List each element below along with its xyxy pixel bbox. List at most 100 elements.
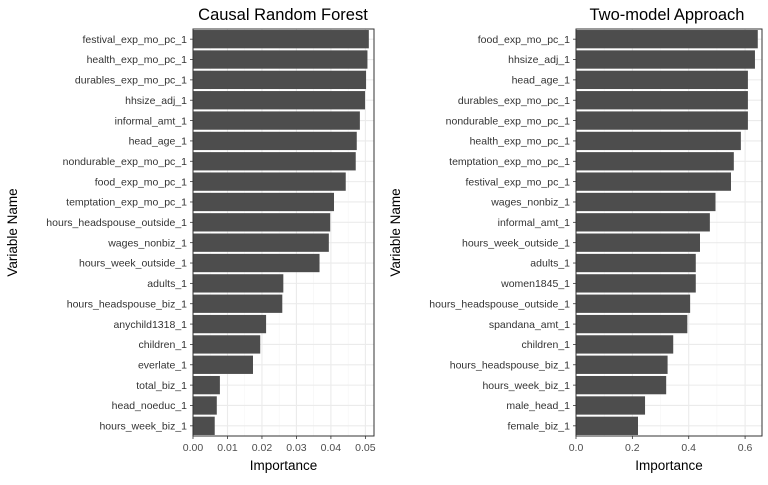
y-axis-label: Variable Name — [388, 188, 403, 276]
bar-head_noeduc_1 — [193, 396, 217, 415]
y-axis-label: Variable Name — [5, 188, 20, 276]
bar-health_exp_mo_pc_1 — [576, 131, 741, 151]
category-label: female_biz_1 — [508, 421, 571, 433]
category-label: durables_exp_mo_pc_1 — [75, 75, 187, 87]
bar-hours_week_outside_1 — [193, 253, 320, 273]
bar-temptation_exp_mo_pc_1 — [193, 192, 335, 212]
category-label: male_head_1 — [506, 400, 570, 412]
bar-head_age_1 — [576, 70, 748, 90]
bar-hours_headspouse_outside_1 — [576, 294, 691, 313]
bar-wages_nonbiz_1 — [193, 233, 329, 252]
x-tick-label: 0.0 — [569, 442, 584, 454]
bar-head_age_1 — [193, 131, 357, 151]
bar-total_biz_1 — [193, 375, 220, 395]
bar-male_head_1 — [576, 396, 646, 415]
chart-title: Causal Random Forest — [198, 6, 368, 24]
bar-hhsize_adj_1 — [576, 50, 755, 69]
x-tick-label: 0.4 — [681, 442, 696, 454]
bar-wages_nonbiz_1 — [576, 192, 716, 212]
chart-panel-1: festival_exp_mo_pc_1 health_exp_mo_pc_1du… — [5, 6, 376, 473]
bar-everlate_1 — [193, 355, 253, 374]
bar-nondurable_exp_mo_pc_1 — [576, 111, 748, 130]
bar-children_1 — [576, 335, 674, 354]
category-label: head_noeduc_1 — [112, 400, 187, 412]
category-label: children_1 — [522, 339, 571, 351]
category-label: hhsize_adj_1 — [508, 54, 570, 66]
category-label: women1845_1 — [500, 278, 570, 290]
x-tick-label: 0.2 — [625, 442, 640, 454]
x-tick-label: 0.03 — [286, 442, 307, 454]
chart-title: Two-model Approach — [589, 6, 744, 24]
category-label: hours_headspouse_biz_1 — [67, 298, 187, 310]
bar-informal_amt_1 — [576, 213, 710, 232]
plot-area — [193, 29, 374, 436]
category-label: informal_amt_1 — [498, 217, 571, 229]
bar-hours_headspouse_biz_1 — [576, 355, 668, 374]
bar-hours_week_biz_1 — [576, 375, 667, 395]
category-label: temptation_exp_mo_pc_1 — [449, 156, 570, 168]
category-label: head_age_1 — [512, 75, 571, 87]
bar-children_1 — [193, 335, 261, 354]
category-label: total_biz_1 — [136, 380, 187, 392]
category-label: hours_headspouse_outside_1 — [46, 217, 187, 229]
category-label: spandana_amt_1 — [489, 319, 570, 331]
category-label: head_age_1 — [129, 136, 188, 148]
category-label: adults_1 — [147, 278, 187, 290]
bar-food_exp_mo_pc_1 — [193, 172, 346, 191]
category-label: hours_week_biz_1 — [99, 421, 187, 433]
bar-spandana_amt_1 — [576, 314, 688, 334]
x-axis-label: Importance — [635, 458, 703, 473]
bar-food_exp_mo_pc_1 — [576, 30, 758, 49]
category-label: wages_nonbiz_1 — [107, 237, 187, 249]
category-label: hours_headspouse_outside_1 — [429, 298, 570, 310]
panel-border — [575, 28, 763, 437]
bar-adults_1 — [576, 253, 696, 273]
category-label: everlate_1 — [138, 359, 187, 371]
x-tick-label: 0.00 — [183, 442, 204, 454]
bar-health_exp_mo_pc_1 — [193, 50, 368, 69]
bar-female_biz_1 — [576, 416, 638, 435]
bar-adults_1 — [193, 274, 284, 293]
category-label: informal_amt_1 — [115, 115, 188, 127]
bar-women1845_1 — [576, 274, 696, 293]
category-label: anychild1318_1 — [113, 319, 187, 331]
category-label: festival_exp_mo_pc_1 — [83, 34, 188, 46]
bar-informal_amt_1 — [193, 111, 360, 130]
category-label: festival_exp_mo_pc_1 — [466, 176, 571, 188]
bar-durables_exp_mo_pc_1 — [193, 70, 367, 90]
x-tick-label: 0.01 — [217, 442, 238, 454]
category-label: nondurable_exp_mo_pc_1 — [446, 115, 571, 127]
category-label: durables_exp_mo_pc_1 — [458, 95, 570, 107]
category-label: nondurable_exp_mo_pc_1 — [63, 156, 188, 168]
category-label: adults_1 — [530, 258, 570, 270]
category-label: hhsize_adj_1 — [125, 95, 187, 107]
chart-panel-2: food_exp_mo_pc_1 hhsize_adj_1 head_age_1du… — [388, 6, 763, 473]
bar-festival_exp_mo_pc_1 — [576, 172, 731, 191]
bar-hours_week_biz_1 — [193, 416, 215, 435]
category-label: temptation_exp_mo_pc_1 — [66, 197, 187, 209]
bar-durables_exp_mo_pc_1 — [576, 91, 748, 110]
x-tick-label: 0.6 — [738, 442, 753, 454]
bar-nondurable_exp_mo_pc_1 — [193, 152, 356, 171]
bar-anychild1318_1 — [193, 314, 267, 334]
category-label: health_exp_mo_pc_1 — [470, 136, 571, 148]
category-label: hours_week_biz_1 — [482, 380, 570, 392]
bar-hours_headspouse_biz_1 — [193, 294, 283, 313]
category-label: hours_week_outside_1 — [462, 237, 570, 249]
bar-hhsize_adj_1 — [193, 91, 366, 110]
category-label: food_exp_mo_pc_1 — [478, 34, 570, 46]
category-label: wages_nonbiz_1 — [490, 197, 570, 209]
bar-festival_exp_mo_pc_1 — [193, 30, 369, 49]
category-label: hours_week_outside_1 — [79, 258, 187, 270]
bar-hours_headspouse_outside_1 — [193, 213, 331, 232]
category-label: hours_headspouse_biz_1 — [450, 359, 570, 371]
bar-hours_week_outside_1 — [576, 233, 700, 252]
x-tick-label: 0.04 — [321, 442, 342, 454]
category-label: children_1 — [139, 339, 188, 351]
category-label: health_exp_mo_pc_1 — [87, 54, 188, 66]
category-label: food_exp_mo_pc_1 — [95, 176, 187, 188]
x-tick-label: 0.05 — [355, 442, 376, 454]
x-tick-label: 0.02 — [252, 442, 273, 454]
